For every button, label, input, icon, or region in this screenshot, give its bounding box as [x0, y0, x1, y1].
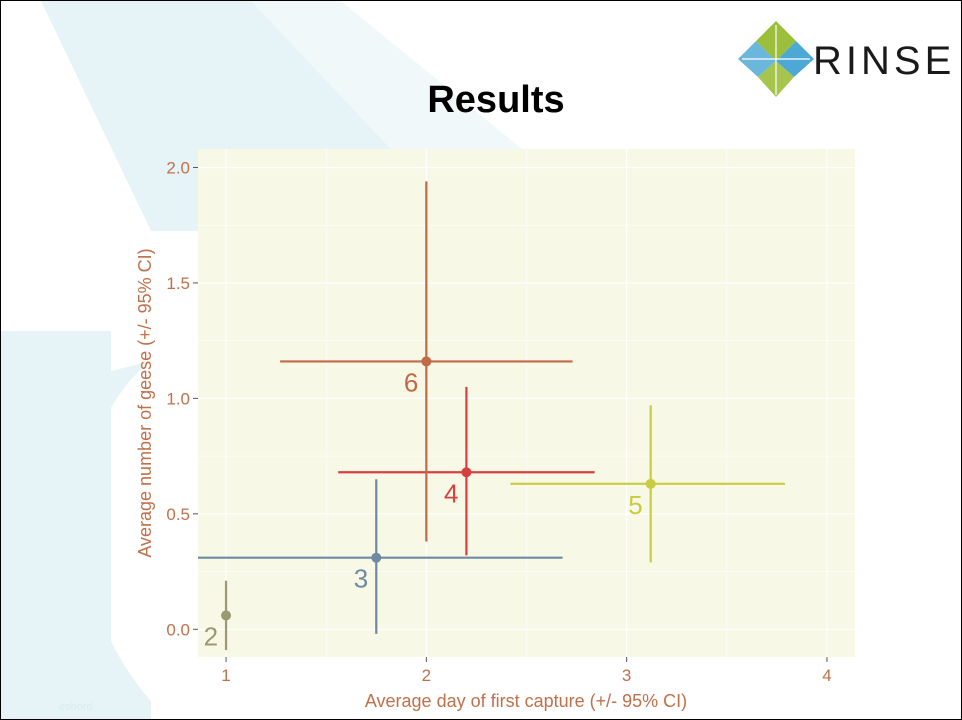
brand-name: RINSE [813, 39, 956, 83]
data-point [645, 478, 656, 489]
x-tick-label: 4 [822, 666, 831, 685]
y-tick-label: 0.0 [166, 620, 190, 639]
y-tick-label: 1.0 [166, 389, 190, 408]
x-axis: 1 2 3 4 [221, 657, 832, 685]
data-point [461, 467, 472, 478]
x-tick-label: 1 [221, 666, 230, 685]
point-group-5: 5 [510, 405, 785, 563]
y-axis: 0.0 0.5 1.0 1.5 2.0 [166, 158, 198, 639]
y-tick-label: 0.5 [166, 505, 190, 524]
point-label: 6 [404, 367, 418, 397]
data-marks: 2 3 4 5 6 [198, 181, 785, 651]
grid-lines [198, 149, 855, 657]
point-label: 5 [628, 490, 642, 520]
point-group-6: 6 [280, 181, 573, 542]
point-group-2: 2 [204, 580, 232, 651]
y-tick-label: 1.5 [166, 274, 190, 293]
rinse-logo-icon [738, 21, 814, 97]
y-axis-title: Average number of geese (+/- 95% CI) [135, 248, 155, 557]
point-label: 4 [444, 478, 458, 508]
slide-title: Results [427, 79, 565, 121]
y-tick-label: 2.0 [166, 158, 190, 177]
point-label: 2 [204, 621, 218, 651]
data-point [421, 356, 432, 367]
x-axis-title: Average day of first capture (+/- 95% CI… [365, 691, 687, 711]
x-tick-label: 2 [422, 666, 431, 685]
point-label: 3 [354, 564, 368, 594]
data-point [371, 552, 382, 563]
footer-text: esbord [59, 701, 93, 713]
data-point [221, 610, 232, 621]
x-tick-label: 3 [622, 666, 631, 685]
point-group-4: 4 [338, 386, 595, 556]
point-group-3: 3 [198, 479, 563, 634]
